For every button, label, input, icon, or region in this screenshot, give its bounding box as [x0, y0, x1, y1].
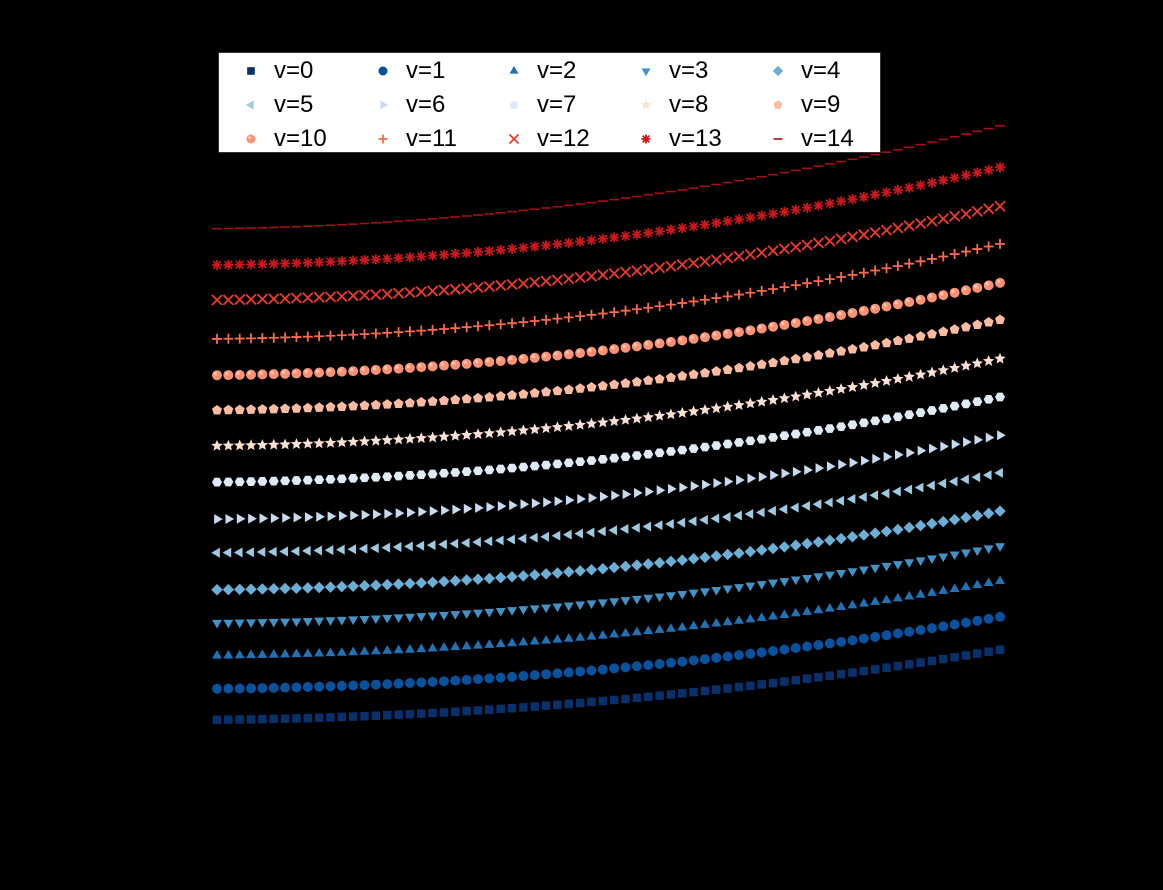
- circle-marker-icon: [378, 66, 388, 76]
- plus-marker-icon: [378, 134, 388, 144]
- legend-label: v=10: [274, 125, 327, 152]
- legend: v=0 v=1 v=2 v=3 v=4 v=5 v=6 v=7 v=8 v=9 v=10 v=11 v=…: [218, 52, 881, 153]
- legend-entry-v-12: v=12: [499, 122, 590, 156]
- legend-entry-v-14: v=14: [763, 122, 854, 156]
- legend-label: v=2: [537, 57, 577, 84]
- legend-entry-v-6: v=6: [368, 88, 445, 122]
- diamond-marker-icon: [772, 65, 784, 77]
- series-v-1: [212, 611, 1005, 694]
- triangle-down-marker-icon: [641, 68, 651, 77]
- triangle-right-marker-icon: [380, 100, 389, 110]
- legend-entry-v-11: v=11: [368, 122, 457, 156]
- legend-entry-v-3: v=3: [631, 54, 708, 88]
- series-v-5: [211, 467, 1003, 558]
- asterisk-marker-icon: [641, 134, 651, 144]
- legend-label: v=11: [406, 125, 457, 152]
- legend-entry-v-0: v=0: [236, 54, 313, 88]
- star-marker-icon: [640, 99, 652, 110]
- legend-label: v=3: [669, 57, 709, 84]
- legend-label: v=13: [669, 125, 722, 152]
- series-v-0: [212, 645, 1005, 724]
- legend-label: v=4: [801, 57, 841, 84]
- legend-label: v=6: [406, 91, 446, 118]
- legend-entry-v-7: v=7: [499, 88, 576, 122]
- legend-entry-v-9: v=9: [763, 88, 840, 122]
- legend-entry-v-8: v=8: [631, 88, 708, 122]
- legend-label: v=0: [274, 57, 314, 84]
- pentagon-marker-icon: [773, 100, 783, 109]
- legend-entry-v-4: v=4: [763, 54, 840, 88]
- x-marker-icon: [508, 133, 520, 145]
- legend-label: v=12: [537, 125, 590, 152]
- series-v-2: [212, 575, 1005, 659]
- hline-marker-icon: [773, 138, 783, 140]
- legend-label: v=14: [801, 125, 854, 152]
- series-v-4: [211, 505, 1006, 596]
- triangle-up-marker-icon: [509, 65, 519, 74]
- shaded-circle-marker-icon: [246, 134, 256, 144]
- legend-entry-v-2: v=2: [499, 54, 576, 88]
- legend-entry-v-5: v=5: [236, 88, 313, 122]
- legend-label: v=1: [406, 57, 446, 84]
- triangle-left-marker-icon: [245, 100, 254, 110]
- hexagon-marker-icon: [509, 101, 519, 109]
- legend-label: v=9: [801, 91, 841, 118]
- series-v-8: [211, 352, 1006, 451]
- series-v-11: [212, 238, 1005, 344]
- series-v-7: [212, 392, 1005, 487]
- legend-label: v=8: [669, 91, 709, 118]
- series-v-6: [214, 430, 1006, 525]
- series-v-12: [211, 200, 1006, 306]
- series-v-3: [212, 543, 1005, 629]
- legend-label: v=5: [274, 91, 314, 118]
- series-v-14: [212, 124, 1005, 230]
- legend-entry-v-13: v=13: [631, 122, 722, 156]
- square-marker-icon: [247, 67, 255, 75]
- series-v-13: [212, 162, 1005, 270]
- series-v-10: [212, 277, 1005, 381]
- legend-label: v=7: [537, 91, 577, 118]
- legend-entry-v-10: v=10: [236, 122, 327, 156]
- series-v-9: [212, 314, 1005, 415]
- legend-entry-v-1: v=1: [368, 54, 445, 88]
